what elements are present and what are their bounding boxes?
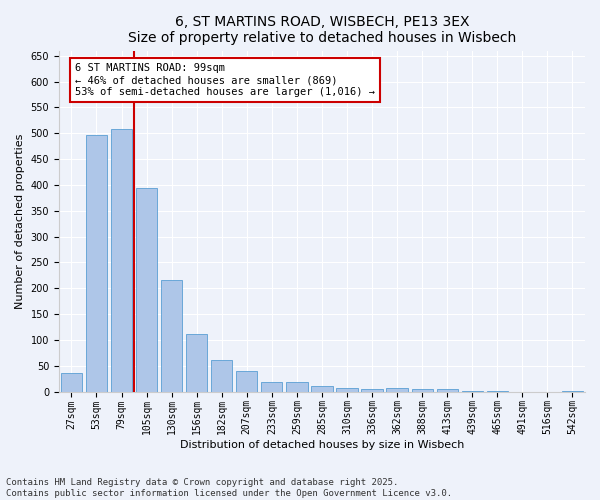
Bar — [236, 371, 257, 392]
Bar — [136, 188, 157, 392]
Bar — [86, 135, 107, 392]
Bar — [386, 388, 408, 392]
Bar — [211, 360, 232, 392]
Bar — [487, 391, 508, 392]
Bar — [437, 390, 458, 392]
Bar — [562, 391, 583, 392]
X-axis label: Distribution of detached houses by size in Wisbech: Distribution of detached houses by size … — [180, 440, 464, 450]
Bar — [412, 389, 433, 392]
Y-axis label: Number of detached properties: Number of detached properties — [15, 134, 25, 308]
Bar — [337, 388, 358, 392]
Bar — [186, 334, 208, 392]
Bar — [286, 382, 308, 392]
Bar — [261, 382, 283, 392]
Bar — [361, 389, 383, 392]
Text: Contains HM Land Registry data © Crown copyright and database right 2025.
Contai: Contains HM Land Registry data © Crown c… — [6, 478, 452, 498]
Bar — [311, 386, 332, 392]
Bar — [111, 129, 132, 392]
Title: 6, ST MARTINS ROAD, WISBECH, PE13 3EX
Size of property relative to detached hous: 6, ST MARTINS ROAD, WISBECH, PE13 3EX Si… — [128, 15, 516, 45]
Bar — [461, 391, 483, 392]
Bar — [61, 374, 82, 392]
Bar — [161, 280, 182, 392]
Text: 6 ST MARTINS ROAD: 99sqm
← 46% of detached houses are smaller (869)
53% of semi-: 6 ST MARTINS ROAD: 99sqm ← 46% of detach… — [75, 64, 375, 96]
